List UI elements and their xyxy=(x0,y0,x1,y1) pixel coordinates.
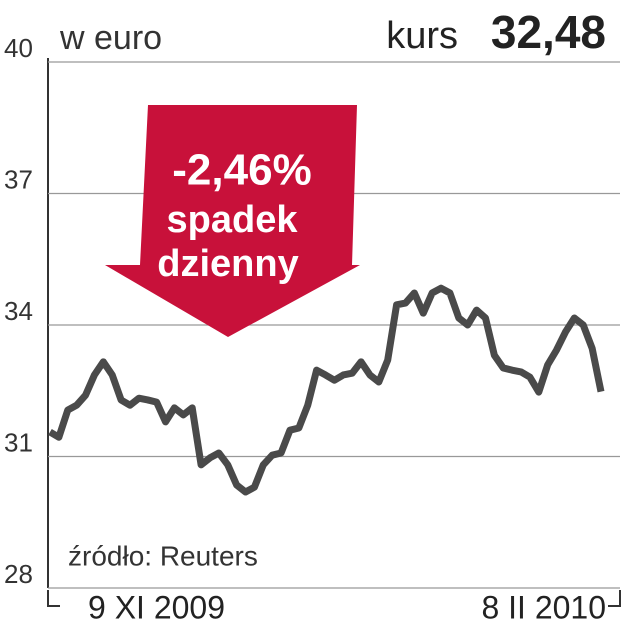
price-caption: kurs xyxy=(386,15,458,57)
line-series xyxy=(48,284,605,496)
y-tick-label: 28 xyxy=(4,559,33,589)
y-tick-label: 37 xyxy=(4,164,33,194)
axis-bracket xyxy=(47,590,621,607)
down-arrow xyxy=(105,105,360,337)
source: źródło: Reuters xyxy=(68,540,258,571)
plot: 28 31 34 37 40 9 XI 2009 8 II 2010 xyxy=(4,33,620,625)
annotation: spadek xyxy=(167,199,299,241)
y-tick-label: 31 xyxy=(4,427,33,457)
annotation: dzienny xyxy=(157,243,298,285)
y-tick-label: 40 xyxy=(4,33,33,63)
chart-subtitle: w euro xyxy=(59,19,162,57)
annotation: -2,46% xyxy=(172,146,311,195)
price: 32,48 xyxy=(491,6,606,58)
x-tick-label: 8 II 2010 xyxy=(481,589,606,625)
y-tick-label: 34 xyxy=(4,296,33,326)
x-tick-label: 9 XI 2009 xyxy=(88,589,225,625)
